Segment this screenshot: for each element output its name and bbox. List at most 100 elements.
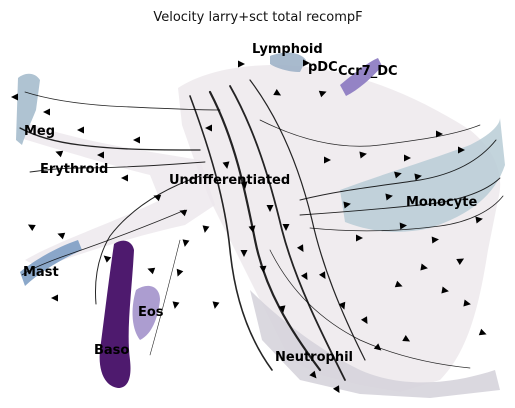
velocity-arrowhead xyxy=(436,130,443,138)
velocity-arrowhead xyxy=(97,151,104,159)
cluster-label-baso: Baso xyxy=(94,343,129,358)
streamline xyxy=(95,175,201,305)
streamline xyxy=(299,177,501,216)
velocity-arrowhead xyxy=(318,271,326,280)
chart-title: Velocity larry+sct total recompF xyxy=(153,10,362,25)
velocity-streamlines xyxy=(19,79,504,381)
velocity-arrowhead xyxy=(11,93,18,101)
streamline xyxy=(249,79,366,361)
velocity-arrowhead xyxy=(458,146,465,154)
velocity-arrowhead xyxy=(103,255,112,263)
streamline xyxy=(309,195,504,232)
cluster-label-monocyte: Monocyte xyxy=(406,195,477,210)
cluster-label-neutrophil: Neutrophil xyxy=(275,350,353,365)
velocity-arrowhead xyxy=(332,385,340,394)
velocity-arrowhead xyxy=(343,201,351,209)
velocity-arrowhead xyxy=(402,334,411,342)
velocity-arrowhead xyxy=(456,258,465,266)
streamline xyxy=(21,209,186,276)
velocity-arrowhead xyxy=(179,209,188,217)
region-undifferentiated xyxy=(178,64,501,392)
velocity-arrowhead xyxy=(57,232,66,240)
velocity-arrowhead xyxy=(356,234,363,242)
velocity-arrowhead xyxy=(431,236,439,244)
velocity-arrowhead xyxy=(296,244,304,253)
velocity-arrowhead xyxy=(133,136,140,144)
velocity-arrowhead xyxy=(238,60,245,68)
velocity-arrowhead xyxy=(282,224,290,231)
velocity-arrowhead xyxy=(51,294,58,302)
velocity-arrowhead xyxy=(399,222,407,230)
velocity-arrowhead xyxy=(121,174,128,182)
velocity-arrowhead xyxy=(475,216,483,224)
velocity-arrowhead xyxy=(259,265,267,273)
velocity-arrowhead xyxy=(385,193,393,201)
velocity-arrowhead xyxy=(147,267,156,275)
velocity-arrowhead xyxy=(278,305,286,313)
streamline xyxy=(269,249,471,369)
region-left-branch xyxy=(20,120,215,268)
cluster-label-eos: Eos xyxy=(138,305,164,320)
velocity-arrowhead xyxy=(182,239,190,247)
streamline xyxy=(259,119,481,147)
velocity-arrowhead xyxy=(338,301,346,310)
region-eos xyxy=(132,285,160,340)
cluster-label-ccr7-dc: Ccr7_DC xyxy=(338,64,398,79)
velocity-arrowhead xyxy=(478,328,487,336)
cluster-labels: Lymphoid pDC Ccr7_DC Meg Erythroid Undif… xyxy=(23,42,477,365)
velocity-arrowhead xyxy=(205,124,212,132)
velocity-arrowhead xyxy=(303,59,310,67)
velocity-arrowhead xyxy=(202,225,210,233)
velocity-arrowhead xyxy=(414,173,422,181)
velocity-arrowhead xyxy=(176,268,184,277)
cluster-label-pdc: pDC xyxy=(308,60,338,75)
velocity-arrowhead xyxy=(240,250,248,257)
cluster-label-undifferentiated: Undifferentiated xyxy=(169,173,290,188)
region-lymphoid xyxy=(270,52,306,72)
velocity-arrowhead xyxy=(441,286,449,294)
velocity-arrowhead xyxy=(394,171,402,179)
streamline xyxy=(29,161,206,173)
velocity-arrowhead xyxy=(463,299,471,307)
velocity-arrowhead xyxy=(266,205,274,212)
velocity-arrowhead xyxy=(248,225,256,233)
velocity-arrowhead xyxy=(360,316,368,325)
velocity-arrowhead xyxy=(404,154,411,162)
streamline xyxy=(299,139,497,201)
region-mast xyxy=(20,240,82,286)
streamline xyxy=(24,91,221,111)
cluster-label-mast: Mast xyxy=(23,265,59,280)
velocity-arrowhead xyxy=(300,272,308,281)
velocity-arrowhead xyxy=(273,88,282,96)
velocity-arrowhead xyxy=(318,90,327,98)
velocity-arrowhead xyxy=(420,263,428,271)
streamline xyxy=(149,239,181,356)
velocity-arrowhead xyxy=(373,343,382,351)
cluster-label-erythroid: Erythroid xyxy=(40,162,108,177)
velocity-arrowhead xyxy=(222,161,230,169)
velocity-arrowhead xyxy=(240,181,248,189)
region-baso xyxy=(99,240,134,388)
velocity-arrowhead xyxy=(27,224,36,232)
velocity-arrowhead xyxy=(55,150,64,158)
cluster-label-meg: Meg xyxy=(24,124,55,139)
velocity-arrowheads xyxy=(11,59,487,394)
velocity-arrowhead xyxy=(43,108,50,116)
region-neutrophil xyxy=(250,290,500,398)
streamline xyxy=(19,127,201,151)
velocity-arrowhead xyxy=(172,301,180,309)
region-ccr7-dc xyxy=(340,58,382,96)
velocity-arrowhead xyxy=(77,126,84,134)
velocity-arrowhead xyxy=(324,156,331,164)
region-monocyte xyxy=(340,118,505,232)
streamline xyxy=(189,95,273,371)
region-meg-arm xyxy=(16,73,40,145)
velocity-arrowhead xyxy=(394,280,403,288)
streamline xyxy=(208,90,322,372)
velocity-arrowhead xyxy=(359,151,367,159)
velocity-arrowhead xyxy=(212,301,220,309)
velocity-arrowhead xyxy=(309,370,317,379)
velocity-arrowhead xyxy=(153,194,162,202)
cluster-label-lymphoid: Lymphoid xyxy=(252,42,323,57)
